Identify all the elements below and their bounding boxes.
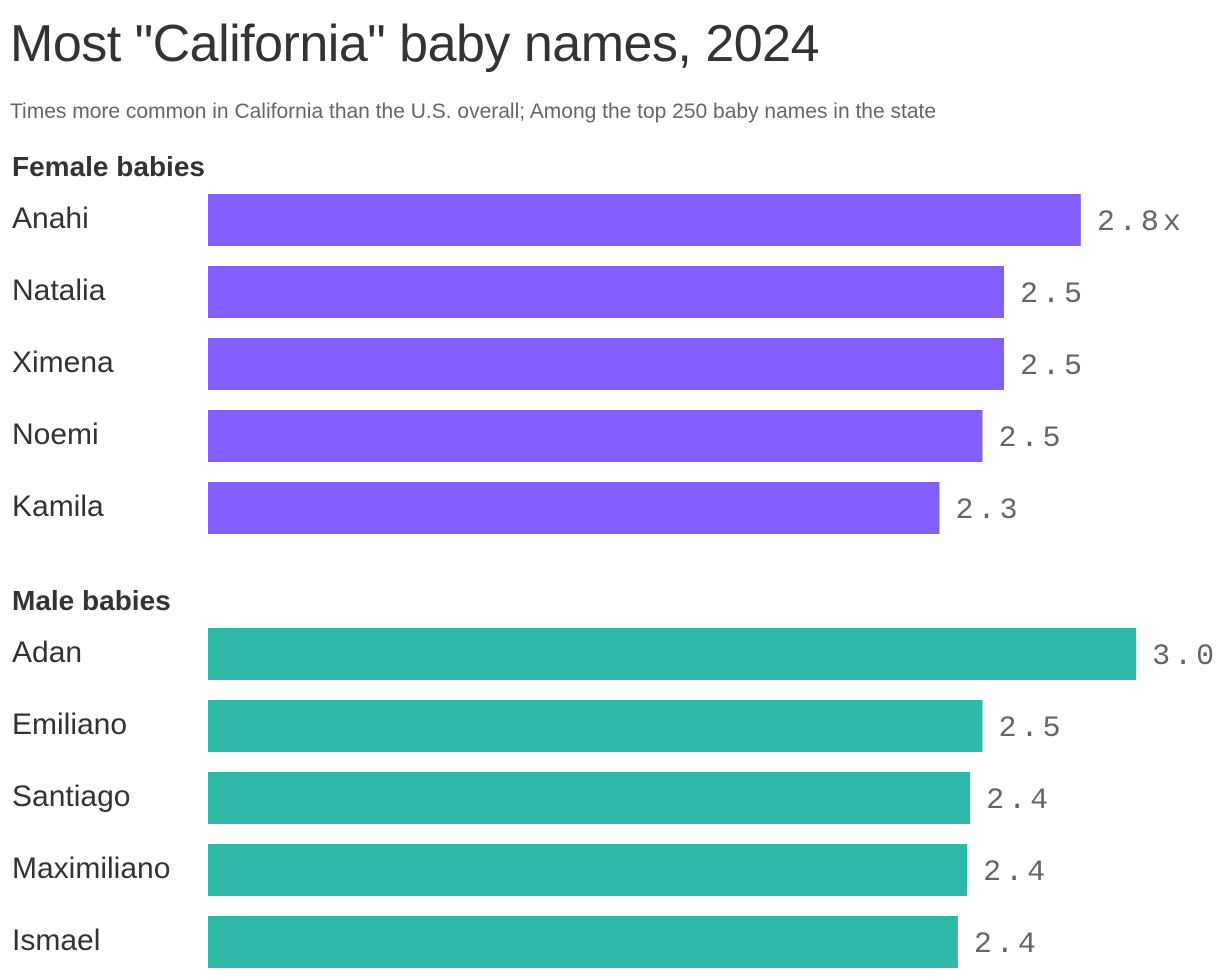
bar (208, 628, 1137, 680)
bar (208, 410, 983, 462)
value-label: 2.5 (1020, 350, 1086, 384)
bar (208, 700, 983, 752)
category-label: Ximena (12, 346, 114, 379)
bar (208, 482, 940, 534)
bar (208, 338, 1004, 390)
value-label: 2.8x (1097, 206, 1185, 240)
bar (208, 916, 958, 968)
value-label: 2.4 (974, 928, 1040, 962)
section-label-0: Female babies (12, 151, 205, 182)
chart-title: Most "California" baby names, 2024 (10, 15, 820, 73)
value-label: 3.0 (1152, 640, 1218, 674)
value-label: 2.5 (998, 422, 1064, 456)
category-label: Santiago (12, 780, 130, 813)
value-label: 2.5 (1020, 278, 1086, 312)
bar (208, 844, 968, 896)
section-label-1: Male babies (12, 585, 171, 616)
category-label: Adan (12, 636, 82, 669)
category-label: Maximiliano (12, 852, 170, 885)
category-label: Natalia (12, 274, 106, 307)
category-label: Ismael (12, 924, 100, 957)
bar (208, 266, 1004, 318)
chart-subtitle: Times more common in California than the… (10, 100, 937, 123)
bar (208, 194, 1081, 246)
value-label: 2.5 (998, 712, 1064, 746)
value-label: 2.4 (983, 856, 1049, 890)
value-label: 2.4 (986, 784, 1052, 818)
category-label: Anahi (12, 202, 89, 235)
bar (208, 772, 971, 824)
category-label: Emiliano (12, 708, 127, 741)
category-label: Noemi (12, 418, 99, 451)
value-label: 2.3 (955, 494, 1021, 528)
category-label: Kamila (12, 490, 104, 523)
